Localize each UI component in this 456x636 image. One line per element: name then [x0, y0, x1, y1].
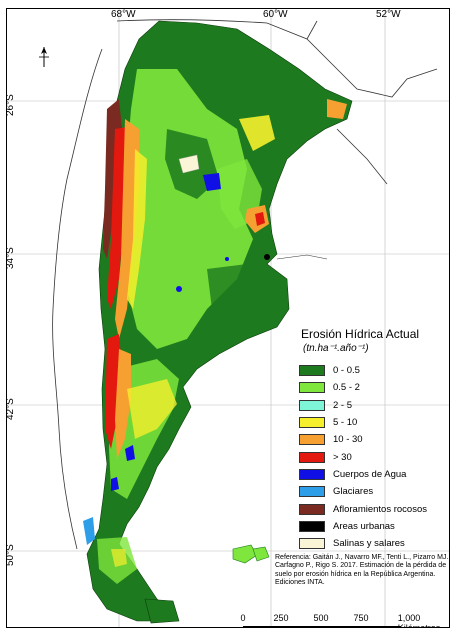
- legend-label: Glaciares: [333, 486, 374, 498]
- legend-item: Areas urbanas: [295, 518, 449, 535]
- legend-item: Salinas y salares: [295, 535, 449, 552]
- reference-text: Referencia: Gaitán J., Navarro MF., Tent…: [275, 554, 450, 587]
- legend-unit: (tn.ha⁻¹.año⁻¹): [303, 343, 369, 354]
- river-plate: [276, 254, 328, 260]
- lat-label-26s: 26°S: [6, 94, 16, 116]
- legend-swatch: [299, 399, 325, 411]
- legend-label: Cuerpos de Agua: [333, 468, 407, 480]
- scale-tick: 500: [313, 613, 329, 623]
- lon-label-60w: 60°W: [263, 9, 288, 20]
- scale-segment: [321, 626, 361, 627]
- scale-segment: [361, 626, 401, 627]
- legend-item: 0.5 - 2: [295, 379, 449, 396]
- islands: [232, 544, 270, 564]
- legend-item: 2 - 5: [295, 397, 449, 414]
- legend-swatch: [299, 538, 325, 550]
- legend-swatch: [299, 382, 325, 394]
- legend-swatch: [299, 365, 325, 377]
- lon-label-52w: 52°W: [376, 9, 401, 20]
- legend-item: 10 - 30: [295, 431, 449, 448]
- legend-label: Areas urbanas: [333, 520, 395, 532]
- legend-swatch: [299, 417, 325, 429]
- legend-label: > 30: [333, 451, 352, 463]
- scale-segment: [281, 626, 321, 627]
- lat-label-42s: 42°S: [6, 398, 16, 420]
- legend-swatch: [299, 503, 325, 515]
- north-arrow-icon: [39, 47, 49, 67]
- argentina-landmass: [83, 20, 353, 624]
- scale-segment: [243, 626, 263, 627]
- scale-tick: 750: [353, 613, 369, 623]
- legend-swatch: [299, 520, 325, 532]
- legend-item: Cuerpos de Agua: [295, 466, 449, 483]
- legend-label: 10 - 30: [333, 434, 363, 446]
- legend: Erosión Hídrica Actual (tn.ha⁻¹.año⁻¹) 0…: [295, 327, 449, 552]
- legend-label: 5 - 10: [333, 417, 358, 429]
- map-canvas: [7, 9, 449, 627]
- scale-tick: 0: [240, 613, 246, 623]
- legend-item: Glaciares: [295, 483, 449, 500]
- legend-label: 2 - 5: [333, 399, 353, 411]
- legend-swatch: [299, 434, 325, 446]
- map-frame: 68°W 60°W 52°W 26°S 34°S 42°S 50°S Erosi…: [6, 8, 450, 628]
- legend-swatch: [299, 451, 325, 463]
- legend-title: Erosión Hídrica Actual: [301, 327, 420, 341]
- legend-label: Salinas y salares: [333, 538, 405, 550]
- scale-tick: 1,000 Kilómetros: [397, 613, 441, 628]
- legend-label: 0 - 0.5: [333, 365, 360, 377]
- legend-item: Afloramientos rocosos: [295, 500, 449, 517]
- legend-item: 0 - 0.5: [295, 362, 449, 379]
- legend-swatch: [299, 468, 325, 480]
- legend-item: > 30: [295, 448, 449, 465]
- legend-label: 0.5 - 2: [333, 382, 360, 394]
- scale-tick: 250: [273, 613, 289, 623]
- legend-item: 5 - 10: [295, 414, 449, 431]
- scale-segment: [263, 626, 281, 627]
- scale-bar: 0 250 500 750 1,000 Kilómetros: [240, 613, 449, 628]
- lat-label-50s: 50°S: [6, 544, 16, 566]
- lon-label-68w: 68°W: [111, 9, 136, 20]
- neighbour-borders: [52, 19, 438, 550]
- lat-label-34s: 34°S: [6, 247, 16, 269]
- legend-label: Afloramientos rocosos: [333, 503, 427, 515]
- legend-items: 0 - 0.5 0.5 - 2 2 - 5 5 - 10 10 - 30 > 30 Cuer…: [295, 362, 449, 552]
- legend-swatch: [299, 486, 325, 498]
